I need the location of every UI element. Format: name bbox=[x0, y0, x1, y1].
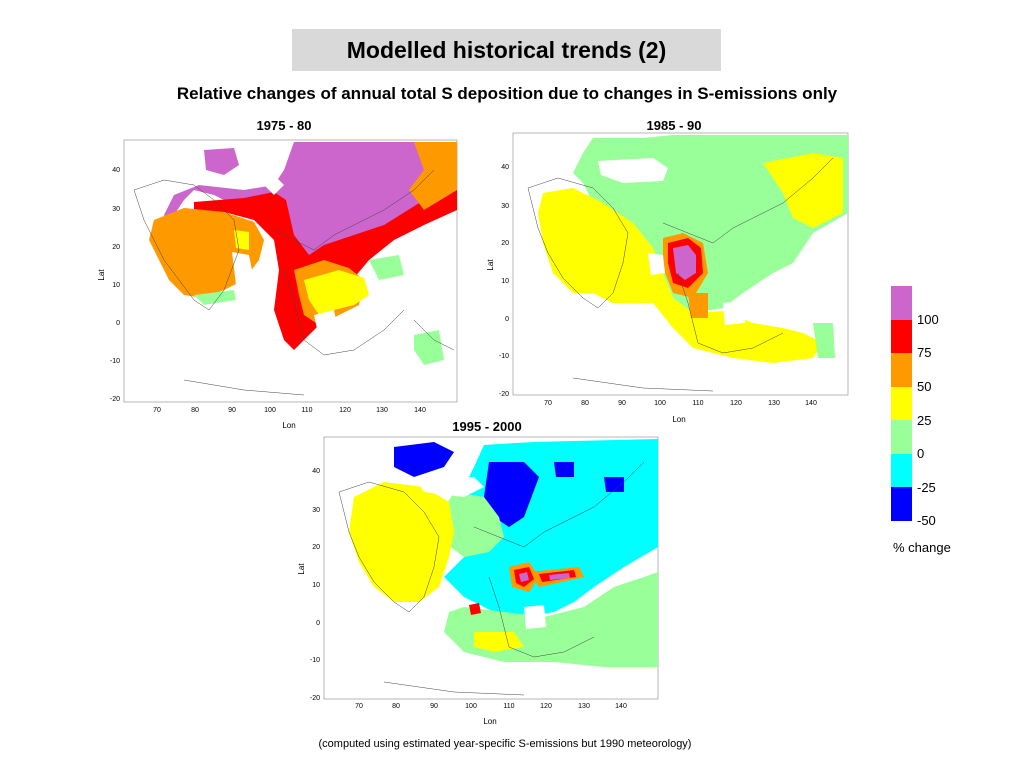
x-tick: 90 bbox=[228, 407, 236, 414]
legend-caption: % change bbox=[893, 540, 951, 555]
region-purple-1985 bbox=[673, 245, 696, 280]
x-tick: 120 bbox=[730, 400, 742, 407]
footnote: (computed using estimated year-specific … bbox=[318, 738, 692, 750]
color-legend: 100 75 50 25 0 -25 -50 bbox=[891, 286, 939, 528]
y-axis-label: Lat bbox=[297, 563, 306, 575]
x-tick: 100 bbox=[264, 407, 276, 414]
legend-swatch-100plus bbox=[891, 286, 912, 320]
y-tick: 30 bbox=[501, 203, 509, 210]
y-tick: 20 bbox=[112, 244, 120, 251]
map-panel-1995: 40 30 20 10 0 -10 -20 70 80 90 100 110 1… bbox=[297, 436, 662, 732]
region-green-1975 bbox=[369, 255, 404, 280]
x-tick: 140 bbox=[414, 407, 426, 414]
y-tick: 0 bbox=[316, 620, 320, 627]
y-tick: 20 bbox=[312, 544, 320, 551]
region-yellow-1975 bbox=[304, 270, 369, 315]
legend-label: 75 bbox=[917, 345, 932, 360]
y-tick: -20 bbox=[499, 391, 509, 398]
x-tick: 110 bbox=[503, 703, 514, 710]
legend-label: 50 bbox=[917, 379, 932, 394]
region-blue-1995 bbox=[394, 442, 454, 477]
y-tick: 40 bbox=[501, 164, 509, 171]
region-purple-1995 bbox=[519, 572, 529, 582]
x-tick: 110 bbox=[301, 407, 312, 414]
region-yellow-1995 bbox=[349, 482, 454, 602]
y-tick: 30 bbox=[112, 206, 120, 213]
y-tick: -10 bbox=[110, 358, 120, 365]
region-yellow-1985 bbox=[538, 188, 823, 363]
legend-label: -25 bbox=[917, 480, 936, 495]
legend-label: -50 bbox=[917, 513, 936, 528]
y-tick: 30 bbox=[312, 507, 320, 514]
x-tick: 140 bbox=[805, 400, 817, 407]
x-tick: 90 bbox=[618, 400, 626, 407]
x-tick: 80 bbox=[191, 407, 199, 414]
legend-label: 0 bbox=[917, 446, 925, 461]
map-1985-svg: 40 30 20 10 0 -10 -20 70 80 90 100 110 1… bbox=[486, 132, 849, 424]
y-tick: 10 bbox=[501, 278, 509, 285]
y-axis-label: Lat bbox=[486, 259, 495, 271]
region-purple-1975 bbox=[164, 142, 457, 330]
slide-subtitle: Relative changes of annual total S depos… bbox=[176, 84, 838, 103]
x-axis-label: Lon bbox=[282, 421, 295, 430]
map-panel-1975: 40 30 20 10 0 -10 -20 70 80 90 100 110 1… bbox=[97, 133, 460, 430]
x-tick: 100 bbox=[465, 703, 477, 710]
y-tick: -20 bbox=[310, 695, 320, 702]
legend-swatch-0 bbox=[891, 420, 912, 454]
y-tick: 40 bbox=[112, 167, 120, 174]
y-tick: -20 bbox=[110, 396, 120, 403]
x-tick: 80 bbox=[581, 400, 589, 407]
legend-swatch-75 bbox=[891, 319, 912, 353]
x-tick: 100 bbox=[654, 400, 666, 407]
x-axis-label: Lon bbox=[672, 415, 685, 424]
y-tick: -10 bbox=[499, 353, 509, 360]
x-tick: 90 bbox=[430, 703, 438, 710]
legend-swatch-minus25 bbox=[891, 453, 912, 487]
y-tick: 0 bbox=[116, 320, 120, 327]
legend-swatch-minus50 bbox=[891, 487, 912, 521]
panel-title-1975: 1975 - 80 bbox=[256, 118, 312, 133]
region-green-1995 bbox=[439, 492, 504, 557]
x-tick: 130 bbox=[376, 407, 388, 414]
panel-title-1995: 1995 - 2000 bbox=[452, 419, 522, 434]
x-tick: 70 bbox=[153, 407, 161, 414]
x-tick: 120 bbox=[540, 703, 552, 710]
y-tick: 10 bbox=[112, 282, 120, 289]
x-tick: 130 bbox=[578, 703, 590, 710]
x-tick: 130 bbox=[768, 400, 780, 407]
map-panel-1985: 40 30 20 10 0 -10 -20 70 80 90 100 110 1… bbox=[486, 132, 851, 428]
map-1995-svg: 40 30 20 10 0 -10 -20 70 80 90 100 110 1… bbox=[297, 436, 659, 726]
legend-label: 25 bbox=[917, 413, 932, 428]
x-axis-label: Lon bbox=[483, 717, 496, 726]
x-tick: 120 bbox=[339, 407, 351, 414]
x-tick: 110 bbox=[692, 400, 703, 407]
legend-swatch-25 bbox=[891, 386, 912, 420]
x-tick: 70 bbox=[355, 703, 363, 710]
y-tick: 20 bbox=[501, 240, 509, 247]
legend-label: 100 bbox=[917, 312, 939, 327]
x-tick: 140 bbox=[615, 703, 627, 710]
y-tick: 40 bbox=[312, 468, 320, 475]
y-tick: 10 bbox=[312, 582, 320, 589]
x-tick: 70 bbox=[544, 400, 552, 407]
y-tick: 0 bbox=[505, 316, 509, 323]
panel-title-1985: 1985 - 90 bbox=[646, 118, 702, 133]
x-tick: 80 bbox=[392, 703, 400, 710]
map-1975-svg: 40 30 20 10 0 -10 -20 70 80 90 100 110 1… bbox=[97, 139, 458, 430]
legend-swatch-50 bbox=[891, 353, 912, 387]
slide-title: Modelled historical trends (2) bbox=[292, 29, 721, 71]
y-tick: -10 bbox=[310, 657, 320, 664]
y-axis-label: Lat bbox=[97, 269, 106, 281]
